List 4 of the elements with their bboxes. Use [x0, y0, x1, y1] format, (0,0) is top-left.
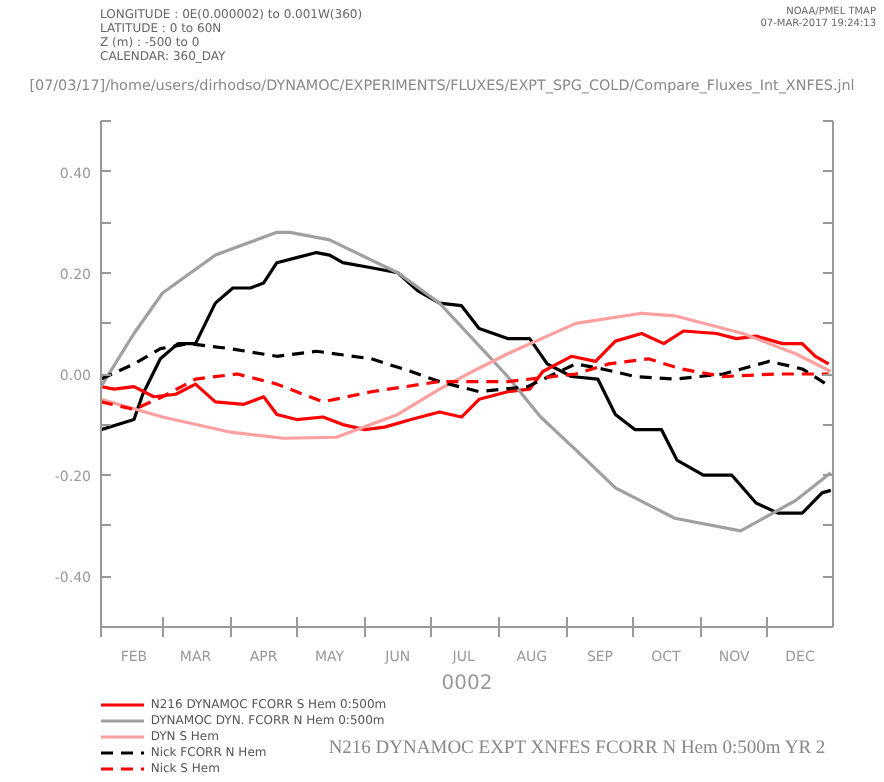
text: N216 DYNAMOC EXPT XNFES FCORR N Hem 0:500m YR 2	[328, 739, 826, 759]
line-series	[101, 311, 833, 440]
line-series	[101, 329, 831, 432]
x-axis-title: 0002	[441, 673, 493, 695]
